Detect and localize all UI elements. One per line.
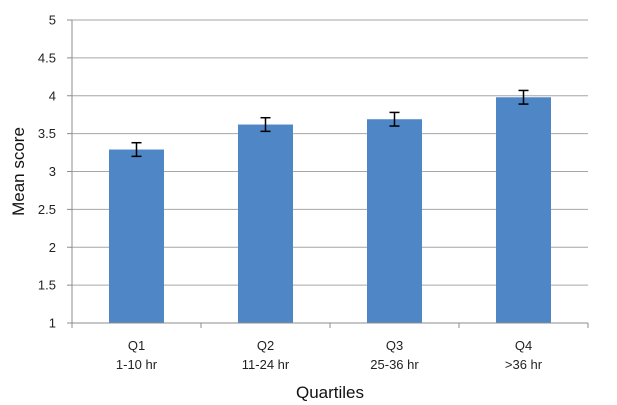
y-tick-labels: 1 1.5 2 2.5 3 3.5 4 4.5 5 — [38, 13, 56, 331]
y-tick-label: 2.5 — [38, 202, 56, 217]
y-tick-label: 4 — [49, 88, 56, 103]
error-bars — [131, 89, 529, 158]
error-bar — [389, 111, 400, 127]
x-tick-sublabel: >36 hr — [505, 357, 543, 372]
bars — [109, 97, 551, 323]
x-tick-label: Q2 — [257, 338, 274, 353]
y-tick-label: 3.5 — [38, 126, 56, 141]
y-axis-title: Mean score — [9, 127, 28, 216]
x-tick-label: Q3 — [386, 338, 403, 353]
x-tick-label: Q1 — [128, 338, 145, 353]
bar — [109, 149, 164, 323]
x-tick-sublabel: 25-36 hr — [370, 357, 419, 372]
error-bar — [518, 89, 529, 105]
error-bar — [260, 116, 271, 133]
x-axis-title: Quartiles — [296, 383, 364, 402]
y-tick-label: 5 — [49, 13, 56, 28]
y-tick-label: 3 — [49, 164, 56, 179]
y-tick-label: 1 — [49, 316, 56, 331]
bar — [367, 119, 422, 323]
bar — [496, 97, 551, 323]
y-tick-label: 4.5 — [38, 50, 56, 65]
y-tick-label: 2 — [49, 240, 56, 255]
bar — [238, 124, 293, 323]
x-tick-sublabel: 11-24 hr — [242, 357, 290, 372]
x-tick-labels: Q1 1-10 hr Q2 11-24 hr Q3 25-36 hr Q4 >36 hr — [116, 338, 543, 372]
x-tick-sublabel: 1-10 hr — [116, 357, 158, 372]
error-bar — [131, 141, 142, 158]
axes — [71, 20, 589, 328]
x-tick-label: Q4 — [515, 338, 532, 353]
y-tick-label: 1.5 — [38, 278, 56, 293]
